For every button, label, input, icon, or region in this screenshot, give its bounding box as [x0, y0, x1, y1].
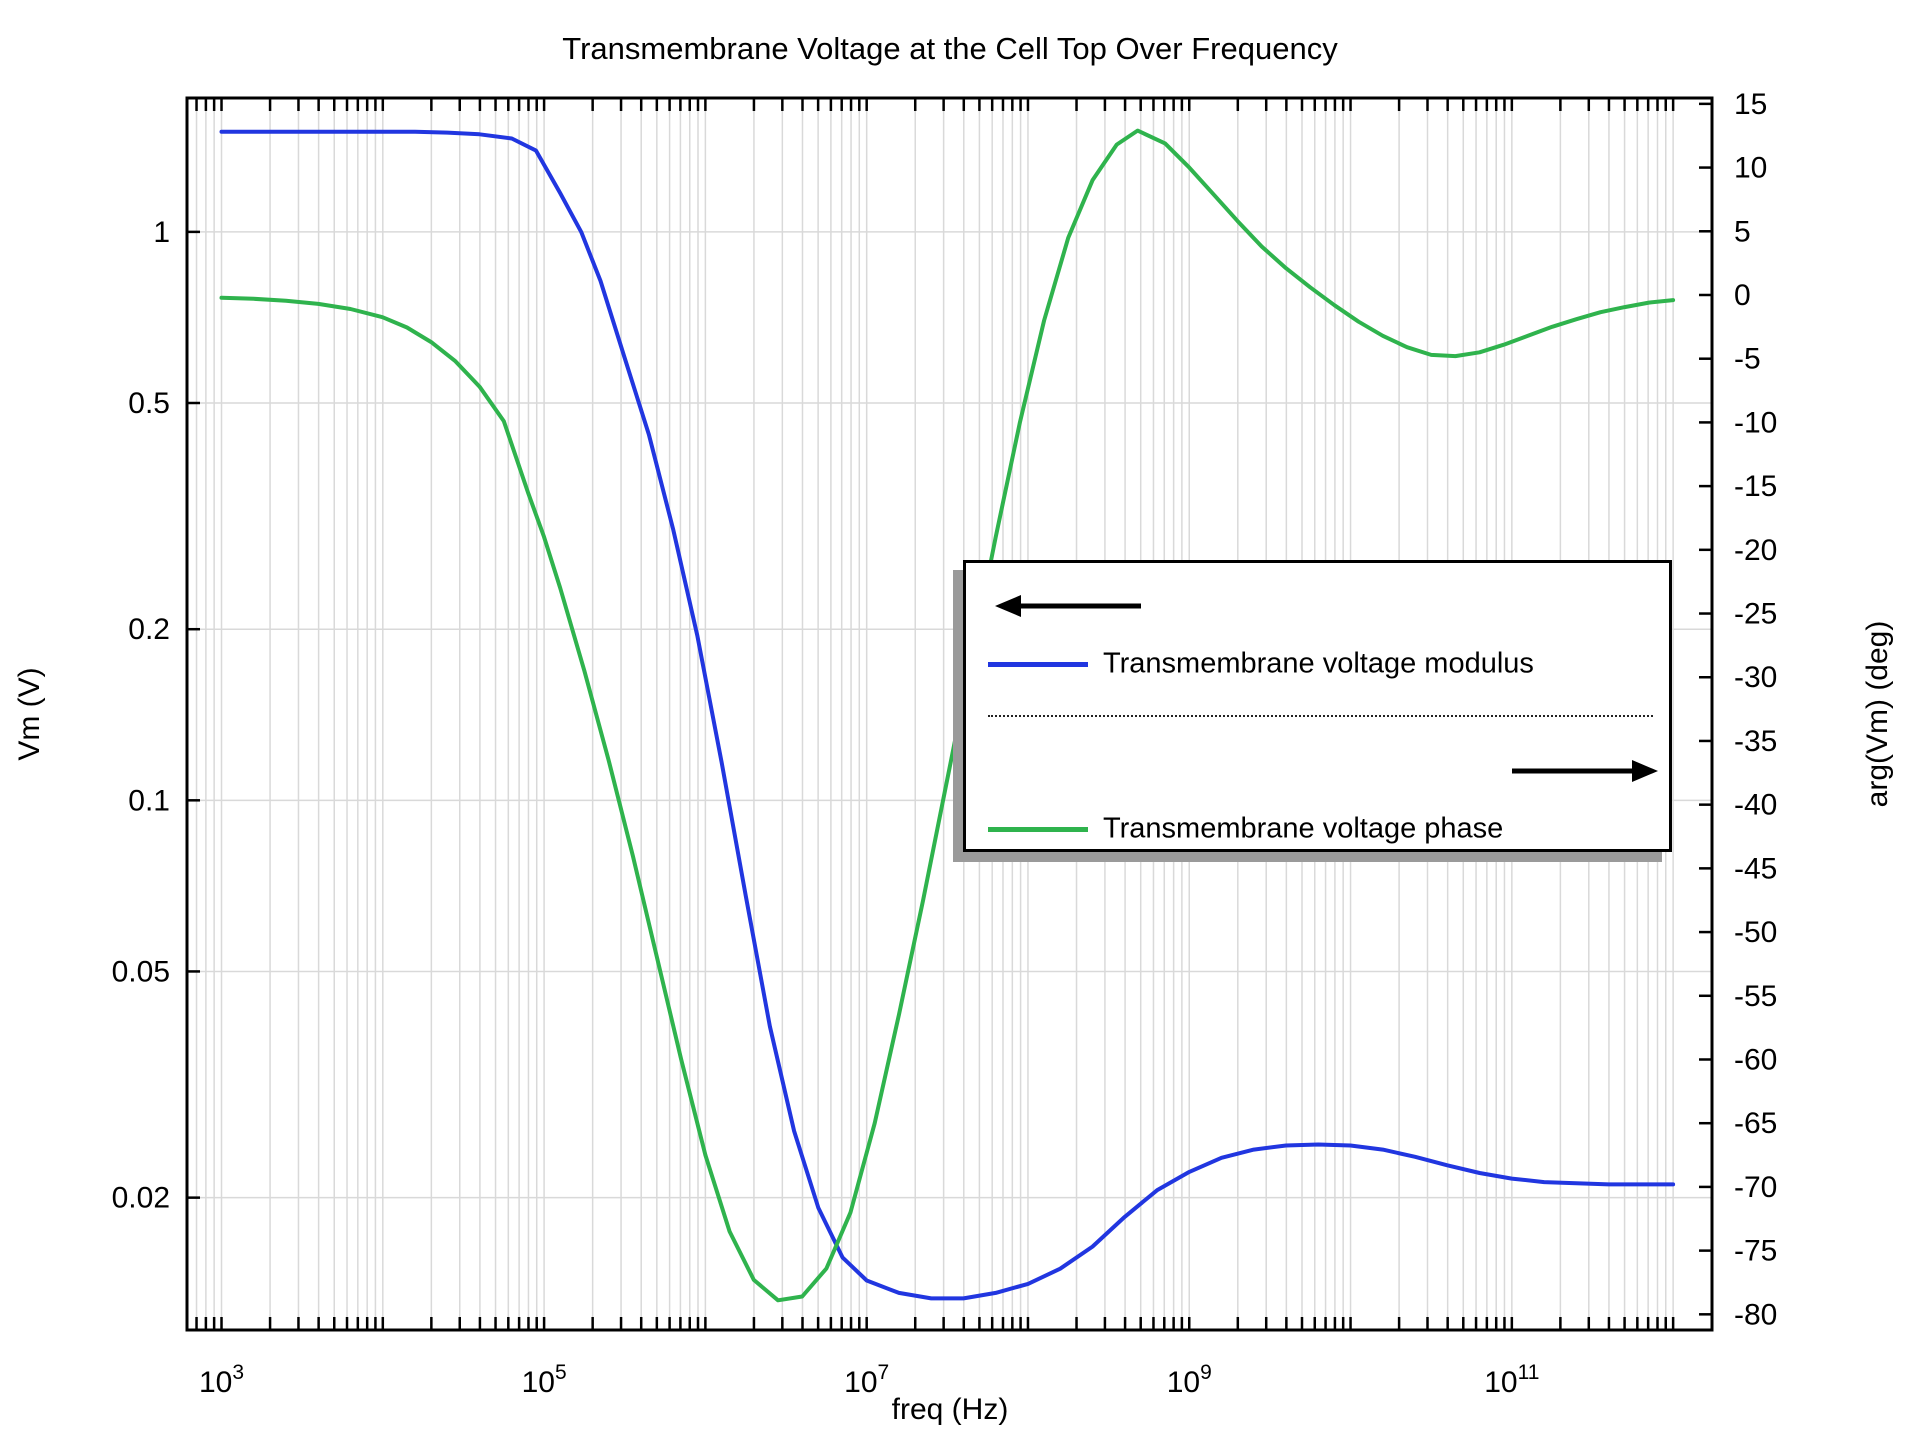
svg-text:-25: -25	[1734, 598, 1777, 631]
svg-text:1011: 1011	[1484, 1361, 1539, 1399]
svg-text:0.2: 0.2	[128, 613, 170, 646]
svg-text:-5: -5	[1734, 343, 1761, 376]
svg-text:-75: -75	[1734, 1235, 1777, 1268]
y-axis-label-right: arg(Vm) (deg)	[1861, 620, 1894, 808]
svg-text:15: 15	[1734, 88, 1767, 121]
svg-text:0.5: 0.5	[128, 387, 170, 420]
svg-text:0.05: 0.05	[112, 955, 170, 988]
svg-text:10: 10	[1734, 152, 1767, 185]
svg-text:-40: -40	[1734, 789, 1777, 822]
svg-text:-35: -35	[1734, 725, 1777, 758]
svg-text:-50: -50	[1734, 916, 1777, 949]
svg-text:5: 5	[1734, 215, 1751, 248]
svg-text:-80: -80	[1734, 1298, 1777, 1331]
y-axis-label-left: Vm (V)	[13, 667, 46, 761]
phase-line-sample	[988, 827, 1088, 832]
svg-text:-45: -45	[1734, 852, 1777, 885]
legend-label-phase: Transmembrane voltage phase	[1103, 812, 1504, 845]
svg-text:107: 107	[844, 1361, 889, 1399]
modulus-line-sample	[988, 662, 1088, 667]
svg-text:-65: -65	[1734, 1107, 1777, 1140]
legend: Transmembrane voltage modulus Transmembr…	[963, 560, 1672, 852]
svg-text:-15: -15	[1734, 470, 1777, 503]
svg-text:1: 1	[153, 216, 170, 249]
svg-text:0.02: 0.02	[112, 1182, 170, 1215]
svg-text:0.1: 0.1	[128, 784, 170, 817]
svg-text:109: 109	[1167, 1361, 1212, 1399]
svg-text:103: 103	[199, 1361, 244, 1399]
svg-text:-20: -20	[1734, 534, 1777, 567]
svg-text:-30: -30	[1734, 661, 1777, 694]
x-axis-label: freq (Hz)	[891, 1393, 1009, 1426]
legend-label-modulus: Transmembrane voltage modulus	[1103, 647, 1534, 680]
left-arrow-icon	[995, 595, 1141, 617]
svg-text:-60: -60	[1734, 1043, 1777, 1076]
svg-text:105: 105	[522, 1361, 567, 1399]
svg-text:0: 0	[1734, 279, 1751, 312]
right-arrow-icon	[1512, 760, 1658, 782]
legend-divider	[988, 715, 1653, 717]
svg-text:-10: -10	[1734, 406, 1777, 439]
chart-title: Transmembrane Voltage at the Cell Top Ov…	[562, 31, 1338, 66]
svg-text:-55: -55	[1734, 980, 1777, 1013]
svg-text:-70: -70	[1734, 1171, 1777, 1204]
